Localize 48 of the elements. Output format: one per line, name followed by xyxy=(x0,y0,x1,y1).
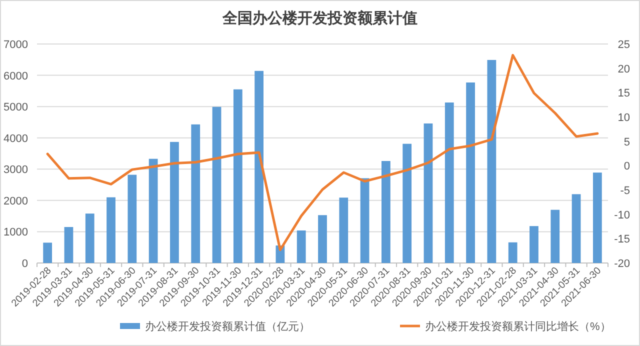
bar xyxy=(424,123,433,263)
bar xyxy=(128,174,137,263)
bar xyxy=(85,214,94,263)
bar xyxy=(487,60,496,263)
bar xyxy=(64,227,74,263)
bar xyxy=(550,210,560,263)
bar xyxy=(191,124,200,263)
y-tick-label: 2000 xyxy=(4,195,28,208)
y2-tick-label: 5 xyxy=(624,136,630,148)
y2-tick-label: -15 xyxy=(614,234,630,246)
y2-tick-label: -20 xyxy=(614,258,630,270)
y-tick-label: 4000 xyxy=(4,132,28,145)
y-tick-label: 3000 xyxy=(4,164,28,176)
bar xyxy=(339,198,348,263)
y-tick-label: 1000 xyxy=(4,226,28,239)
bar xyxy=(296,230,306,263)
bar xyxy=(360,178,370,263)
bar xyxy=(212,106,222,263)
legend-label: 办公楼开发投资额累计值（亿元） xyxy=(145,320,310,333)
bar xyxy=(318,215,327,263)
line-series xyxy=(46,54,599,252)
y-tick-label: 5000 xyxy=(4,102,28,114)
bar xyxy=(43,242,52,263)
y2-tick-label: 25 xyxy=(618,39,630,51)
bar xyxy=(148,158,158,263)
bar xyxy=(466,82,475,263)
bar xyxy=(508,242,518,263)
y2-tick-label: -10 xyxy=(614,209,630,222)
y-tick-label: 6000 xyxy=(4,70,28,82)
bar xyxy=(402,144,412,263)
bar xyxy=(592,172,602,263)
bar xyxy=(106,197,116,263)
y2-tick-label: 10 xyxy=(618,112,630,124)
y2-tick-label: 0 xyxy=(624,160,630,173)
chart-title: 全国办公楼开发投资额累计值 xyxy=(222,9,418,27)
bar xyxy=(382,161,390,263)
bar xyxy=(233,89,242,263)
legend-label: 办公楼开发投资额累计同比增长（%） xyxy=(425,320,611,333)
bar xyxy=(254,70,264,263)
bar xyxy=(170,142,179,263)
bar xyxy=(444,102,454,263)
y-tick-label: 7000 xyxy=(4,39,28,51)
y2-tick-label: 20 xyxy=(618,63,630,76)
bar xyxy=(530,226,538,263)
bar xyxy=(572,194,581,263)
y2-tick-label: 15 xyxy=(618,88,630,100)
y2-tick-label: -5 xyxy=(620,185,630,197)
y-tick-label: 0 xyxy=(22,258,28,270)
